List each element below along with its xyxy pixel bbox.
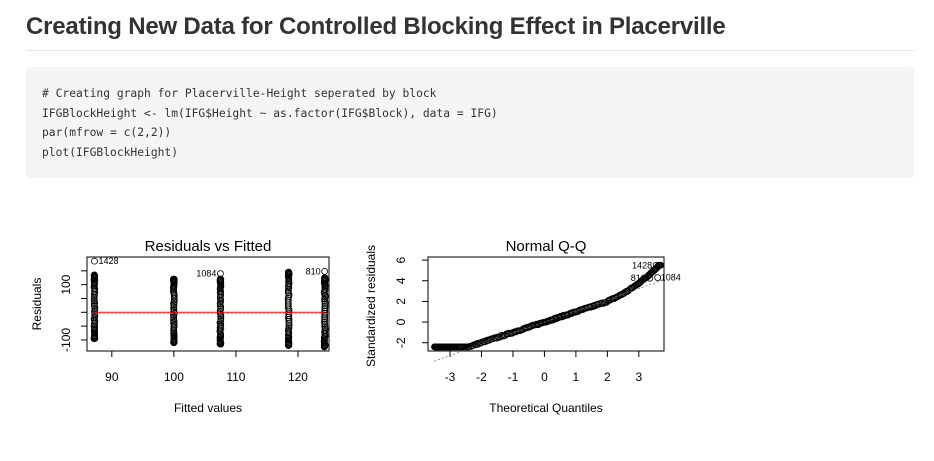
x-tick-label: 120 [288,370,308,384]
plot-frame [86,256,330,352]
residual-point [217,314,225,322]
qq-point [565,311,573,318]
title-divider [26,50,914,51]
residual-point [285,321,293,329]
residual-point [90,302,98,310]
page-title: Creating New Data for Controlled Blockin… [26,13,726,40]
residual-point [321,315,329,323]
x-tick-label: -2 [476,370,487,384]
residual-point [217,317,225,325]
x-tick-label: 1 [573,370,580,384]
qq-point [556,313,563,321]
x-tick-label: 3 [635,370,642,384]
residual-point [284,289,292,297]
residuals-vs-fitted-plot: Residuals vs Fitted Fitted values Residual… [30,238,330,415]
y-tick-label: -100 [59,328,73,352]
y-tick-label: 0 [394,318,408,325]
residual-point [321,317,328,324]
outlier-label: 810 [631,273,646,283]
plot-title: Normal Q-Q [506,238,587,255]
outlier-label: 1084 [196,269,216,279]
residual-point [321,313,329,321]
qq-point [550,316,557,324]
code-line-plot: plot(IFGBlockHeight) [42,145,179,159]
x-tick-label: 2 [604,370,611,384]
outlier-point [654,274,662,282]
x-tick-label: 0 [541,370,548,384]
outlier-label: 810 [306,266,321,276]
residual-point [321,306,329,313]
plot-frame [427,256,665,352]
residual-point [321,334,328,342]
residual-point [321,307,329,315]
normal-qq-plot: Normal Q-Q Theoretical Quantiles Standardi… [364,238,681,415]
reference-line [434,279,665,362]
residual-point [90,271,98,279]
x-axis-label: Fitted values [174,401,242,415]
residual-point [321,297,329,304]
residual-point [285,268,293,276]
x-tick-label: 100 [164,370,184,384]
code-block: # Creating graph for Placerville-Height … [26,67,914,178]
outlier-label: 1084 [661,273,681,283]
y-tick-label: 2 [394,298,408,305]
plot-title: Residuals vs Fitted [145,238,272,255]
outlier-point [652,261,660,269]
residual-point [170,275,178,283]
residual-point [321,318,328,326]
x-tick-label: 90 [105,370,119,384]
qq-point [657,261,665,269]
y-tick-label: 4 [394,277,408,284]
y-tick-label: -2 [394,337,408,348]
x-tick-label: 110 [226,370,245,384]
y-axis-label: Residuals [30,278,44,331]
code-line-model: IFGBlockHeight <- lm(IFG$Height ~ as.fac… [42,106,498,120]
qq-point [560,311,567,319]
outlier-label: 1428 [98,256,118,266]
y-tick-label: 6 [394,256,408,263]
y-tick-label: 100 [59,274,73,294]
residual-point [321,302,329,310]
code-line-comment: # Creating graph for Placerville-Height … [42,87,437,100]
qq-point [614,293,622,301]
code-line-par: par(mfrow = c(2,2)) [42,126,172,139]
residual-point [321,311,329,319]
outlier-point [646,274,654,282]
x-tick-label: -1 [508,370,519,384]
outlier-point [217,270,224,277]
x-axis-label: Theoretical Quantiles [489,401,602,415]
outlier-label: 1428 [632,260,652,270]
y-axis-label: Standardized residuals [364,245,378,367]
residual-point [216,275,224,283]
outlier-point [91,257,98,265]
x-tick-label: -3 [445,370,456,384]
outlier-point [321,267,329,275]
